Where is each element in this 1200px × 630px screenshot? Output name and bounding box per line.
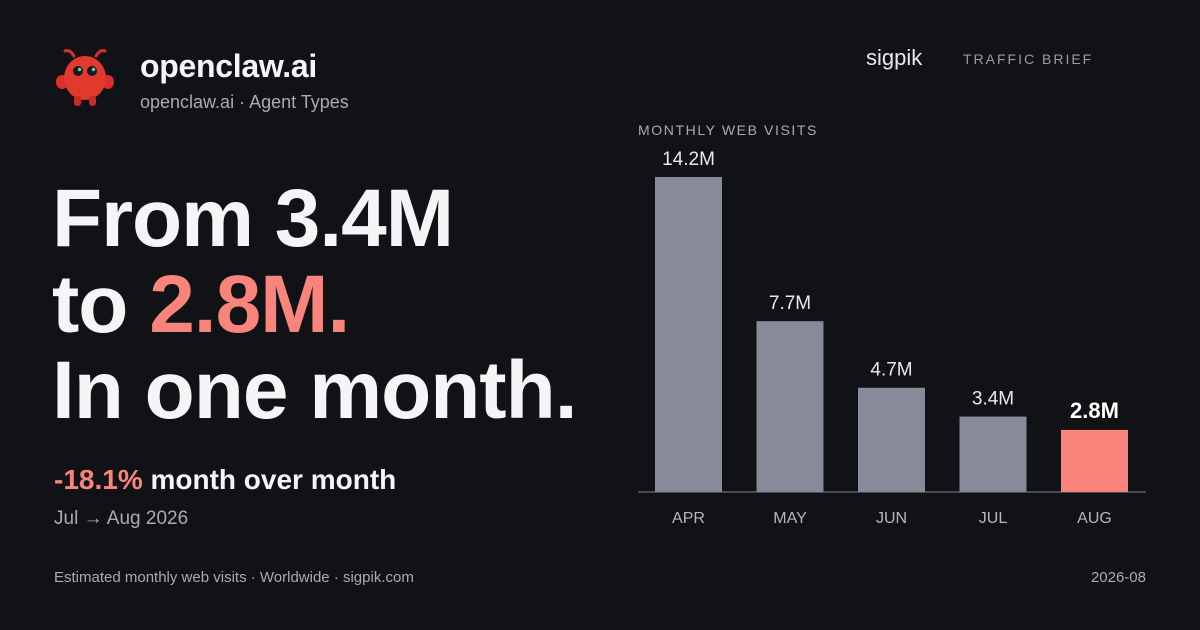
change-percent: -18.1% <box>54 464 143 495</box>
x-tick-label-jul: JUL <box>979 510 1008 527</box>
change-label: month over month <box>142 464 397 495</box>
headline-accent-value: 2.8M. <box>149 259 350 350</box>
headline: From 3.4M to 2.8M. In one month. <box>52 173 577 436</box>
data-label-jun: 4.7M <box>870 360 912 381</box>
footer-date: 2026-08 <box>1090 569 1146 586</box>
x-tick-label-apr: APR <box>672 510 705 527</box>
headline-line-3: In one month. <box>52 345 577 436</box>
red-claw-mascot-icon <box>56 49 114 106</box>
change-summary: -18.1% month over month <box>54 464 396 496</box>
brief-tag: TRAFFIC BRIEF <box>963 51 1094 67</box>
publisher-name: sigpik <box>866 45 923 70</box>
headline-line-2: to 2.8M. <box>52 262 576 348</box>
bar-apr <box>655 177 722 492</box>
headline-line-2-prefix: to <box>52 259 150 350</box>
bar-jul <box>959 416 1027 492</box>
data-label-aug: 2.8M <box>1070 398 1119 423</box>
data-label-jul: 3.4M <box>972 389 1014 410</box>
data-label-may: 7.7M <box>769 293 811 314</box>
bar-may <box>756 321 824 492</box>
bar-aug <box>1061 429 1128 492</box>
x-tick-label-aug: AUG <box>1077 510 1112 527</box>
chart-title: MONTHLY WEB VISITS <box>638 122 818 138</box>
headline-line-1: From 3.4M <box>52 173 454 264</box>
data-label-apr: 14.2M <box>662 149 715 170</box>
footer-source: Estimated monthly web visits · Worldwide… <box>54 569 414 586</box>
bar-jun <box>858 387 925 492</box>
brand-name: openclaw.ai <box>140 48 317 84</box>
x-tick-label-jun: JUN <box>876 510 907 527</box>
brand-subtitle: openclaw.ai · Agent Types <box>140 92 349 112</box>
change-period: Jul → Aug 2026 <box>54 508 189 529</box>
x-tick-label-may: MAY <box>773 510 807 527</box>
